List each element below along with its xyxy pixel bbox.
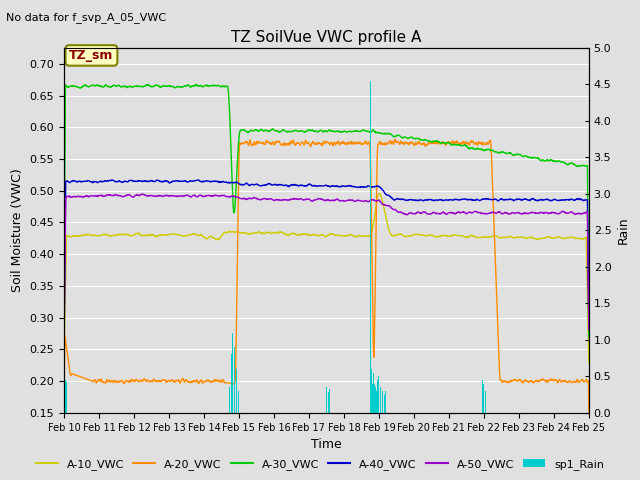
Legend: A-10_VWC, A-20_VWC, A-30_VWC, A-40_VWC, A-50_VWC, sp1_Rain: A-10_VWC, A-20_VWC, A-30_VWC, A-40_VWC, … bbox=[31, 455, 609, 474]
Text: No data for f_svp_A_05_VWC: No data for f_svp_A_05_VWC bbox=[6, 12, 166, 23]
Bar bbox=[65, 380, 66, 413]
Bar bbox=[377, 380, 378, 413]
Y-axis label: Soil Moisture (VWC): Soil Moisture (VWC) bbox=[11, 168, 24, 292]
Bar bbox=[483, 384, 484, 413]
Bar bbox=[232, 333, 233, 413]
Bar bbox=[375, 387, 376, 413]
Bar bbox=[371, 369, 372, 413]
Text: TZ_sm: TZ_sm bbox=[69, 49, 114, 62]
Bar bbox=[326, 387, 327, 413]
Title: TZ SoilVue VWC profile A: TZ SoilVue VWC profile A bbox=[231, 30, 422, 46]
Bar bbox=[234, 347, 235, 413]
Y-axis label: Rain: Rain bbox=[617, 216, 630, 244]
Bar bbox=[382, 391, 383, 413]
Bar bbox=[231, 354, 232, 413]
Bar bbox=[380, 387, 381, 413]
Bar bbox=[236, 369, 237, 413]
Bar bbox=[370, 81, 371, 413]
X-axis label: Time: Time bbox=[311, 438, 342, 451]
Bar bbox=[372, 384, 373, 413]
Bar bbox=[384, 395, 385, 413]
Bar bbox=[374, 384, 375, 413]
Bar bbox=[482, 380, 483, 413]
Bar bbox=[373, 372, 374, 413]
Bar bbox=[376, 391, 377, 413]
Bar bbox=[378, 376, 380, 413]
Bar bbox=[485, 391, 486, 413]
Bar bbox=[228, 387, 230, 413]
Bar bbox=[385, 391, 386, 413]
